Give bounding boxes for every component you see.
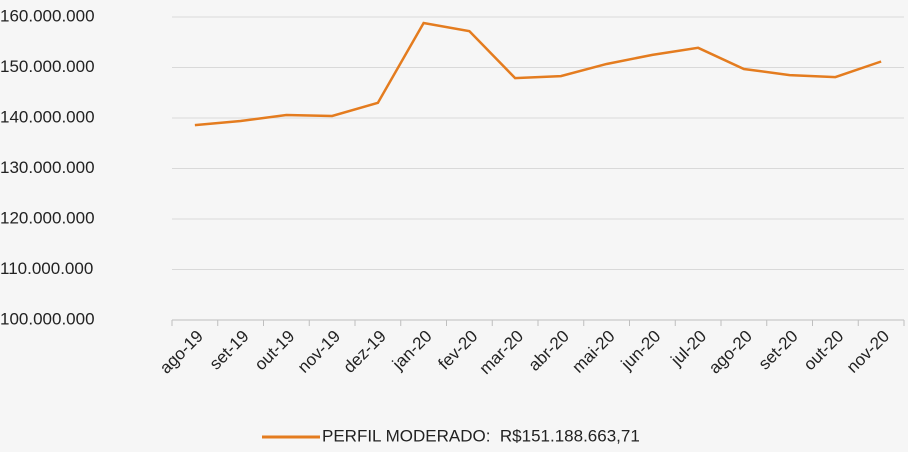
y-tick-label: 150.000.000: [0, 57, 95, 76]
x-tick-label: ago-19: [156, 327, 207, 378]
x-tick-label: jan-20: [388, 327, 436, 375]
x-tick-label: nov-20: [843, 327, 893, 377]
x-tick-label: mar-20: [476, 327, 528, 379]
x-tick-label: out-19: [251, 327, 299, 375]
y-tick-label: 140.000.000: [0, 107, 95, 126]
line: [194, 21, 882, 127]
y-tick-label: 120.000.000: [0, 208, 95, 227]
y-tick-label: 130.000.000: [0, 158, 95, 177]
y-tick-label: 100.000.000: [0, 309, 95, 328]
x-tick-label: jun-20: [617, 327, 665, 375]
x-tick-label: nov-19: [294, 327, 344, 377]
x-tick-label: out-20: [800, 327, 848, 375]
x-tick-label: jul-20: [667, 327, 711, 371]
x-tick-label: set-19: [206, 327, 253, 374]
x-tick-label: mai-20: [568, 327, 618, 377]
x-tick-label: ago-20: [705, 327, 756, 378]
y-tick-label: 110.000.000: [0, 259, 93, 278]
x-tick-label: dez-19: [340, 327, 390, 377]
x-tick-label: set-20: [755, 327, 802, 374]
y-tick-label: 160.000.000: [0, 6, 95, 25]
legend-label: PERFIL MODERADO: R$151.188.663,71: [322, 426, 640, 445]
x-tick-label: fev-20: [435, 327, 482, 374]
x-tick-label: abr-20: [525, 327, 573, 375]
